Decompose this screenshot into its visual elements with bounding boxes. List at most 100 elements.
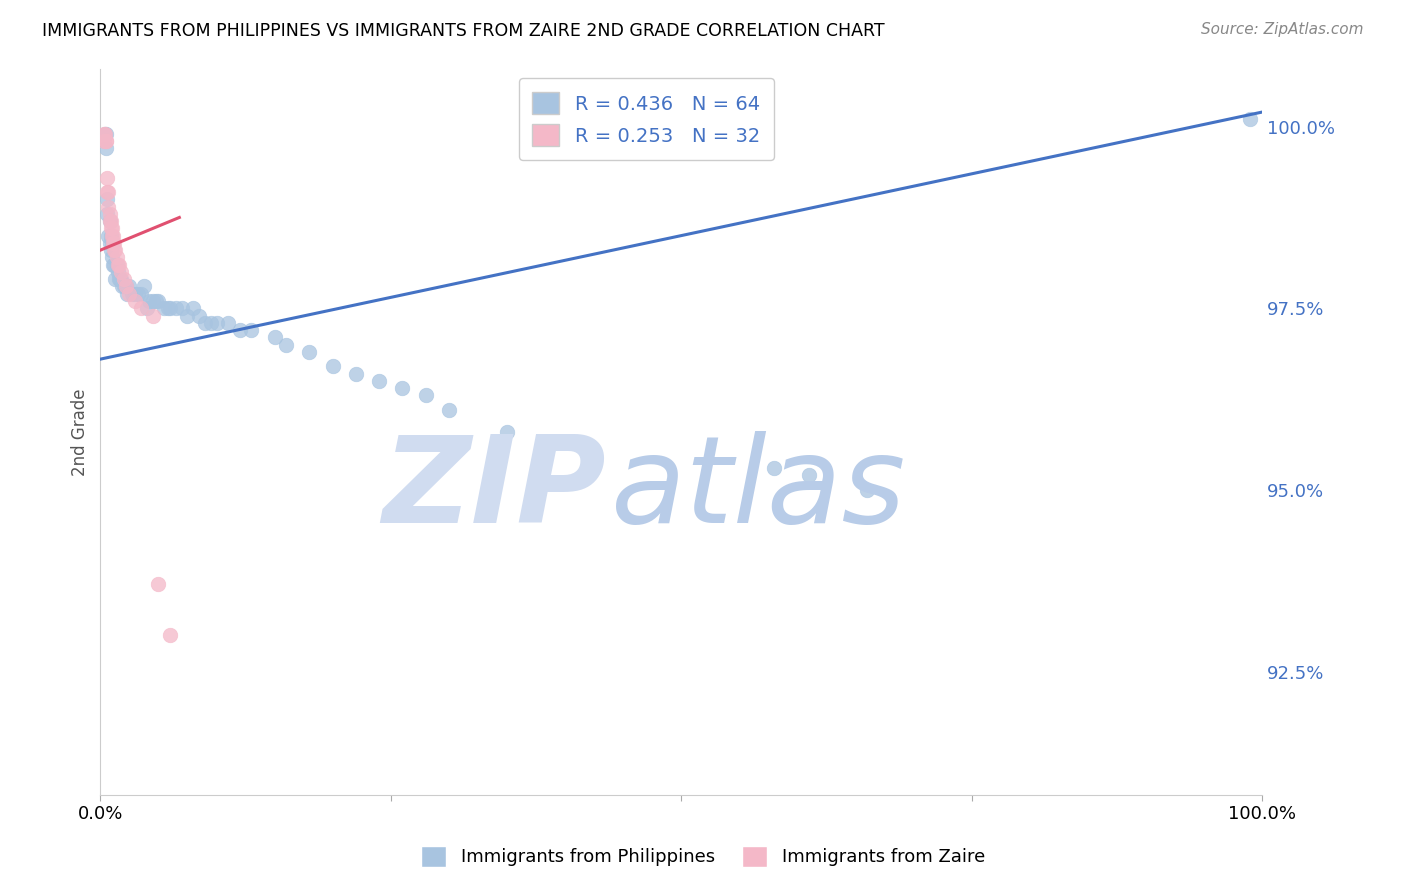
Point — [101, 235, 124, 250]
Point — [96, 170, 118, 185]
Point — [100, 228, 122, 243]
Point — [100, 221, 122, 235]
Point — [134, 279, 156, 293]
Point — [101, 251, 124, 265]
Point — [103, 235, 125, 250]
Legend: R = 0.436   N = 64, R = 0.253   N = 32: R = 0.436 N = 64, R = 0.253 N = 32 — [519, 78, 773, 160]
Point — [415, 388, 437, 402]
Point — [181, 301, 204, 316]
Text: Source: ZipAtlas.com: Source: ZipAtlas.com — [1201, 22, 1364, 37]
Point — [344, 367, 367, 381]
Point — [108, 272, 131, 286]
Point — [129, 301, 152, 316]
Point — [263, 330, 285, 344]
Point — [797, 468, 820, 483]
Point — [118, 286, 141, 301]
Y-axis label: 2nd Grade: 2nd Grade — [72, 388, 89, 475]
Point — [103, 258, 125, 272]
Point — [104, 243, 127, 257]
Point — [142, 309, 165, 323]
Point — [115, 279, 138, 293]
Point — [96, 134, 118, 148]
Point — [170, 301, 193, 316]
Point — [103, 243, 125, 257]
Point — [110, 272, 132, 286]
Point — [107, 265, 129, 279]
Point — [763, 461, 786, 475]
Point — [194, 316, 217, 330]
Point — [104, 272, 127, 286]
Point — [368, 374, 391, 388]
Point — [115, 286, 138, 301]
Point — [94, 127, 117, 141]
Point — [97, 228, 120, 243]
Point — [124, 293, 146, 308]
Point — [105, 258, 128, 272]
Point — [188, 309, 211, 323]
Point — [205, 316, 228, 330]
Point — [108, 272, 131, 286]
Point — [127, 286, 149, 301]
Point — [153, 301, 176, 316]
Point — [148, 577, 170, 591]
Point — [101, 258, 124, 272]
Point — [1239, 112, 1261, 127]
Point — [530, 439, 553, 453]
Point — [101, 235, 124, 250]
Point — [96, 141, 118, 155]
Point — [101, 221, 124, 235]
Point — [110, 265, 132, 279]
Point — [159, 628, 181, 642]
Point — [96, 134, 118, 148]
Point — [322, 359, 344, 374]
Point — [240, 323, 263, 337]
Point — [111, 279, 134, 293]
Point — [115, 279, 138, 293]
Point — [138, 293, 160, 308]
Point — [165, 301, 187, 316]
Point — [145, 293, 167, 308]
Point — [217, 316, 239, 330]
Point — [98, 214, 121, 228]
Point — [176, 309, 198, 323]
Point — [100, 214, 122, 228]
Point — [276, 337, 298, 351]
Point — [229, 323, 252, 337]
Point — [856, 483, 879, 497]
Point — [97, 200, 120, 214]
Point — [93, 134, 115, 148]
Point — [124, 286, 146, 301]
Point — [112, 272, 135, 286]
Text: ZIP: ZIP — [382, 432, 606, 549]
Point — [121, 286, 143, 301]
Point — [148, 293, 170, 308]
Point — [200, 316, 222, 330]
Point — [156, 301, 179, 316]
Point — [391, 381, 413, 395]
Point — [142, 293, 165, 308]
Text: IMMIGRANTS FROM PHILIPPINES VS IMMIGRANTS FROM ZAIRE 2ND GRADE CORRELATION CHART: IMMIGRANTS FROM PHILIPPINES VS IMMIGRANT… — [42, 22, 884, 40]
Point — [96, 207, 118, 221]
Point — [93, 127, 115, 141]
Point — [108, 258, 131, 272]
Point — [112, 279, 135, 293]
Point — [118, 279, 141, 293]
Point — [135, 301, 157, 316]
Point — [437, 403, 460, 417]
Point — [98, 214, 121, 228]
Point — [129, 286, 152, 301]
Text: atlas: atlas — [612, 432, 907, 549]
Point — [298, 344, 321, 359]
Point — [96, 127, 118, 141]
Point — [94, 127, 117, 141]
Point — [159, 301, 181, 316]
Point — [98, 207, 121, 221]
Point — [105, 251, 128, 265]
Point — [496, 425, 519, 439]
Point — [96, 185, 118, 199]
Point — [98, 235, 121, 250]
Point — [96, 192, 118, 206]
Point — [107, 258, 129, 272]
Point — [101, 228, 124, 243]
Point — [97, 185, 120, 199]
